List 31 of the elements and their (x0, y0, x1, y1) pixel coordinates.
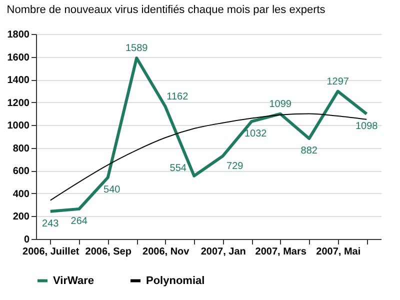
x-tick-label: 2007, Mai (316, 246, 361, 258)
chart-title: Nombre de nouveaux virus identifiés chaque mois par les experts (6, 4, 326, 16)
x-tick-label: 2006, Sep (85, 246, 132, 258)
x-tick-label: 2007, Mars (255, 246, 307, 258)
data-label: 729 (226, 160, 244, 172)
data-label: 1098 (356, 120, 378, 132)
data-label: 540 (104, 184, 121, 196)
data-label: 1032 (244, 128, 268, 140)
legend-label: VirWare (53, 274, 94, 287)
x-tick-label: 2006, Juillet (22, 246, 80, 258)
y-tick-label: 1200 (7, 98, 30, 109)
y-tick-label: 1600 (7, 52, 30, 64)
data-label: 882 (300, 146, 318, 157)
y-tick-label: 1400 (7, 75, 30, 86)
legend-label: Polynomial (146, 274, 205, 287)
x-tick-label: 2006, Nov (142, 246, 190, 258)
y-tick-label: 200 (12, 212, 30, 223)
y-tick-label: 1000 (7, 120, 30, 132)
data-label: 1162 (166, 92, 189, 103)
data-label: 1297 (326, 76, 350, 88)
data-label: 1589 (126, 43, 148, 54)
y-tick-label: 0 (24, 234, 30, 246)
data-label: 243 (42, 218, 60, 230)
data-label: 1099 (269, 98, 292, 110)
data-label: 264 (70, 216, 88, 227)
data-label: 554 (170, 162, 187, 174)
x-tick-label: 2007, Jan (200, 246, 246, 258)
y-tick-label: 800 (12, 143, 30, 154)
y-tick-label: 600 (12, 166, 30, 178)
y-tick-label: 400 (12, 188, 30, 200)
y-tick-label: 1800 (7, 30, 30, 40)
